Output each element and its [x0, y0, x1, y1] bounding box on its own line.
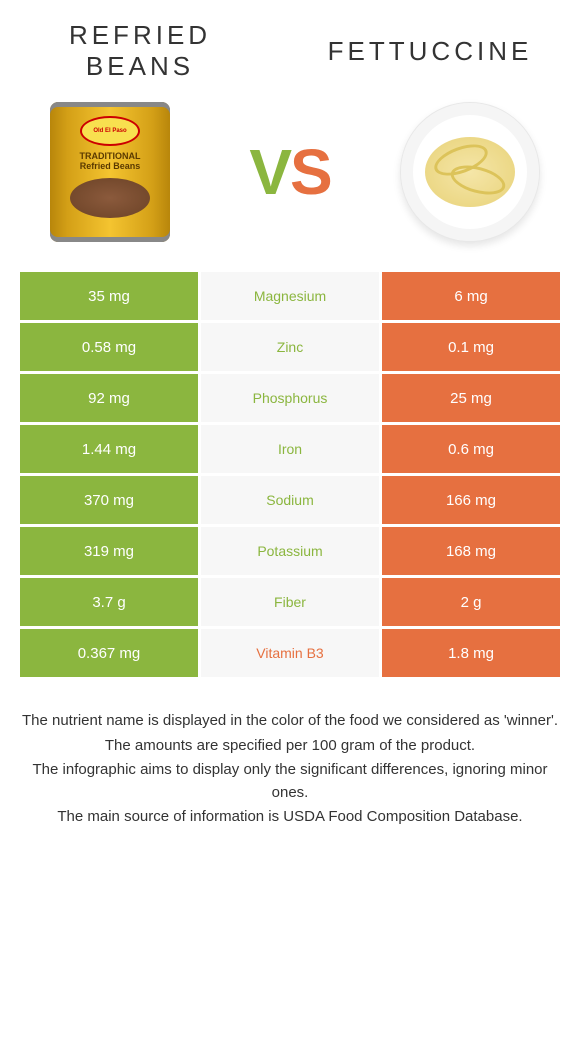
right-value-cell: 0.6 mg	[382, 425, 560, 473]
can-text: TRADITIONALRefried Beans	[80, 152, 141, 172]
left-value-cell: 319 mg	[20, 527, 198, 575]
left-value-cell: 0.58 mg	[20, 323, 198, 371]
table-row: 1.44 mgIron0.6 mg	[20, 425, 560, 473]
right-food-title: Fettuccine	[320, 36, 540, 67]
note-line: The nutrient name is displayed in the co…	[20, 710, 560, 733]
left-value-cell: 0.367 mg	[20, 629, 198, 677]
table-row: 370 mgSodium166 mg	[20, 476, 560, 524]
left-value-cell: 3.7 g	[20, 578, 198, 626]
fettuccine-plate-icon	[400, 102, 540, 242]
nutrient-name-cell: Phosphorus	[201, 374, 379, 422]
right-value-cell: 0.1 mg	[382, 323, 560, 371]
table-row: 319 mgPotassium168 mg	[20, 527, 560, 575]
right-value-cell: 2 g	[382, 578, 560, 626]
nutrient-name-cell: Magnesium	[201, 272, 379, 320]
comparison-table: 35 mgMagnesium6 mg0.58 mgZinc0.1 mg92 mg…	[20, 272, 560, 677]
vs-letter-s: S	[290, 136, 331, 208]
note-line: The amounts are specified per 100 gram o…	[20, 735, 560, 758]
nutrient-name-cell: Vitamin B3	[201, 629, 379, 677]
note-line: The main source of information is USDA F…	[20, 806, 560, 829]
nutrient-name-cell: Iron	[201, 425, 379, 473]
left-value-cell: 1.44 mg	[20, 425, 198, 473]
footer-notes: The nutrient name is displayed in the co…	[0, 680, 580, 861]
right-value-cell: 25 mg	[382, 374, 560, 422]
nutrient-name-cell: Sodium	[201, 476, 379, 524]
beans-illustration	[70, 178, 150, 218]
table-row: 0.367 mgVitamin B31.8 mg	[20, 629, 560, 677]
nutrient-name-cell: Fiber	[201, 578, 379, 626]
note-line: The infographic aims to display only the…	[20, 759, 560, 804]
vs-badge: VS	[249, 135, 330, 209]
left-value-cell: 370 mg	[20, 476, 198, 524]
images-row: Old El Paso TRADITIONALRefried Beans VS	[0, 92, 580, 272]
left-value-cell: 92 mg	[20, 374, 198, 422]
can-brand-label: Old El Paso	[80, 116, 140, 146]
right-value-cell: 166 mg	[382, 476, 560, 524]
table-row: 0.58 mgZinc0.1 mg	[20, 323, 560, 371]
table-row: 35 mgMagnesium6 mg	[20, 272, 560, 320]
pasta-illustration	[425, 137, 515, 207]
refried-beans-can-icon: Old El Paso TRADITIONALRefried Beans	[50, 102, 170, 242]
right-value-cell: 168 mg	[382, 527, 560, 575]
table-row: 92 mgPhosphorus25 mg	[20, 374, 560, 422]
table-row: 3.7 gFiber2 g	[20, 578, 560, 626]
left-value-cell: 35 mg	[20, 272, 198, 320]
left-food-title: Refried beans	[40, 20, 240, 82]
nutrient-name-cell: Potassium	[201, 527, 379, 575]
right-food-image	[400, 102, 540, 242]
vs-letter-v: V	[249, 136, 290, 208]
left-food-image: Old El Paso TRADITIONALRefried Beans	[40, 102, 180, 242]
right-value-cell: 6 mg	[382, 272, 560, 320]
header: Refried beans Fettuccine	[0, 0, 580, 92]
right-value-cell: 1.8 mg	[382, 629, 560, 677]
nutrient-name-cell: Zinc	[201, 323, 379, 371]
